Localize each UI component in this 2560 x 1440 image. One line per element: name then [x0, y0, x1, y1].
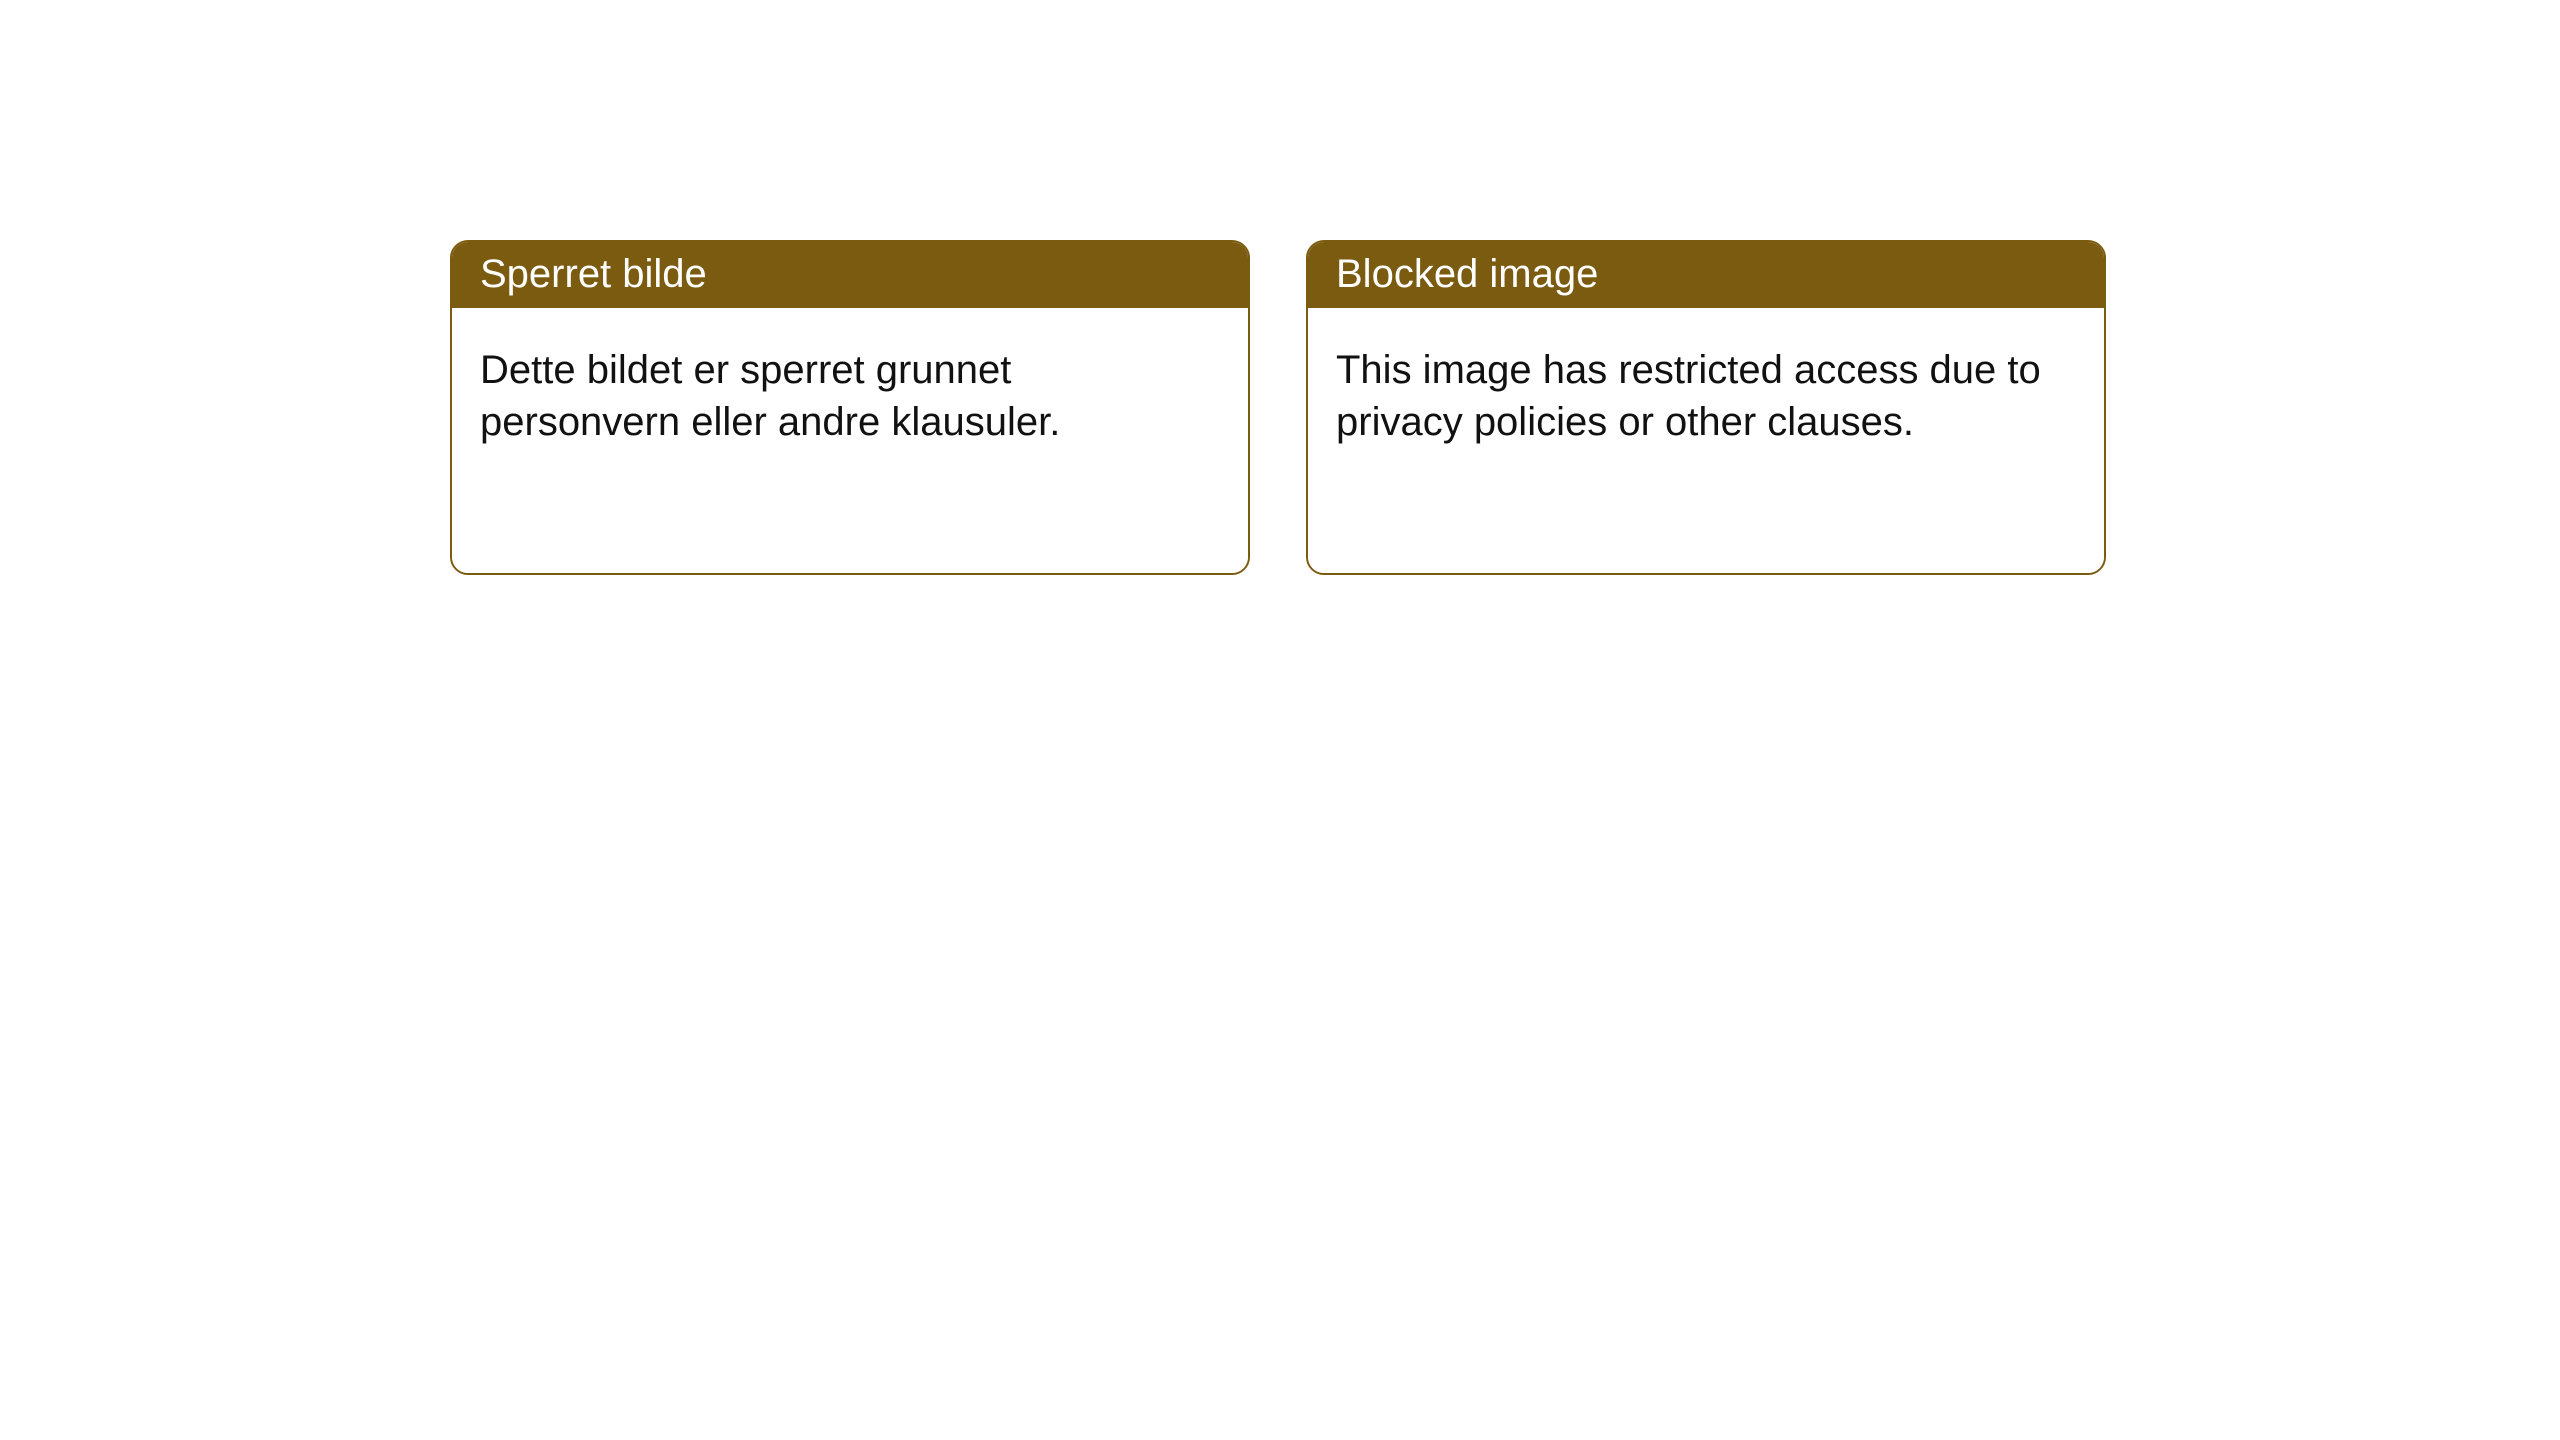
notice-title-english: Blocked image [1336, 252, 1598, 296]
notice-title-norwegian: Sperret bilde [480, 252, 707, 296]
notice-body-norwegian: Dette bildet er sperret grunnet personve… [452, 308, 1248, 573]
notice-card-norwegian: Sperret bilde Dette bildet er sperret gr… [450, 240, 1250, 575]
notice-header-english: Blocked image [1308, 242, 2104, 308]
notice-header-norwegian: Sperret bilde [452, 242, 1248, 308]
notice-text-english: This image has restricted access due to … [1336, 344, 2076, 448]
notice-container: Sperret bilde Dette bildet er sperret gr… [450, 240, 2106, 575]
notice-card-english: Blocked image This image has restricted … [1306, 240, 2106, 575]
notice-body-english: This image has restricted access due to … [1308, 308, 2104, 573]
notice-text-norwegian: Dette bildet er sperret grunnet personve… [480, 344, 1220, 448]
